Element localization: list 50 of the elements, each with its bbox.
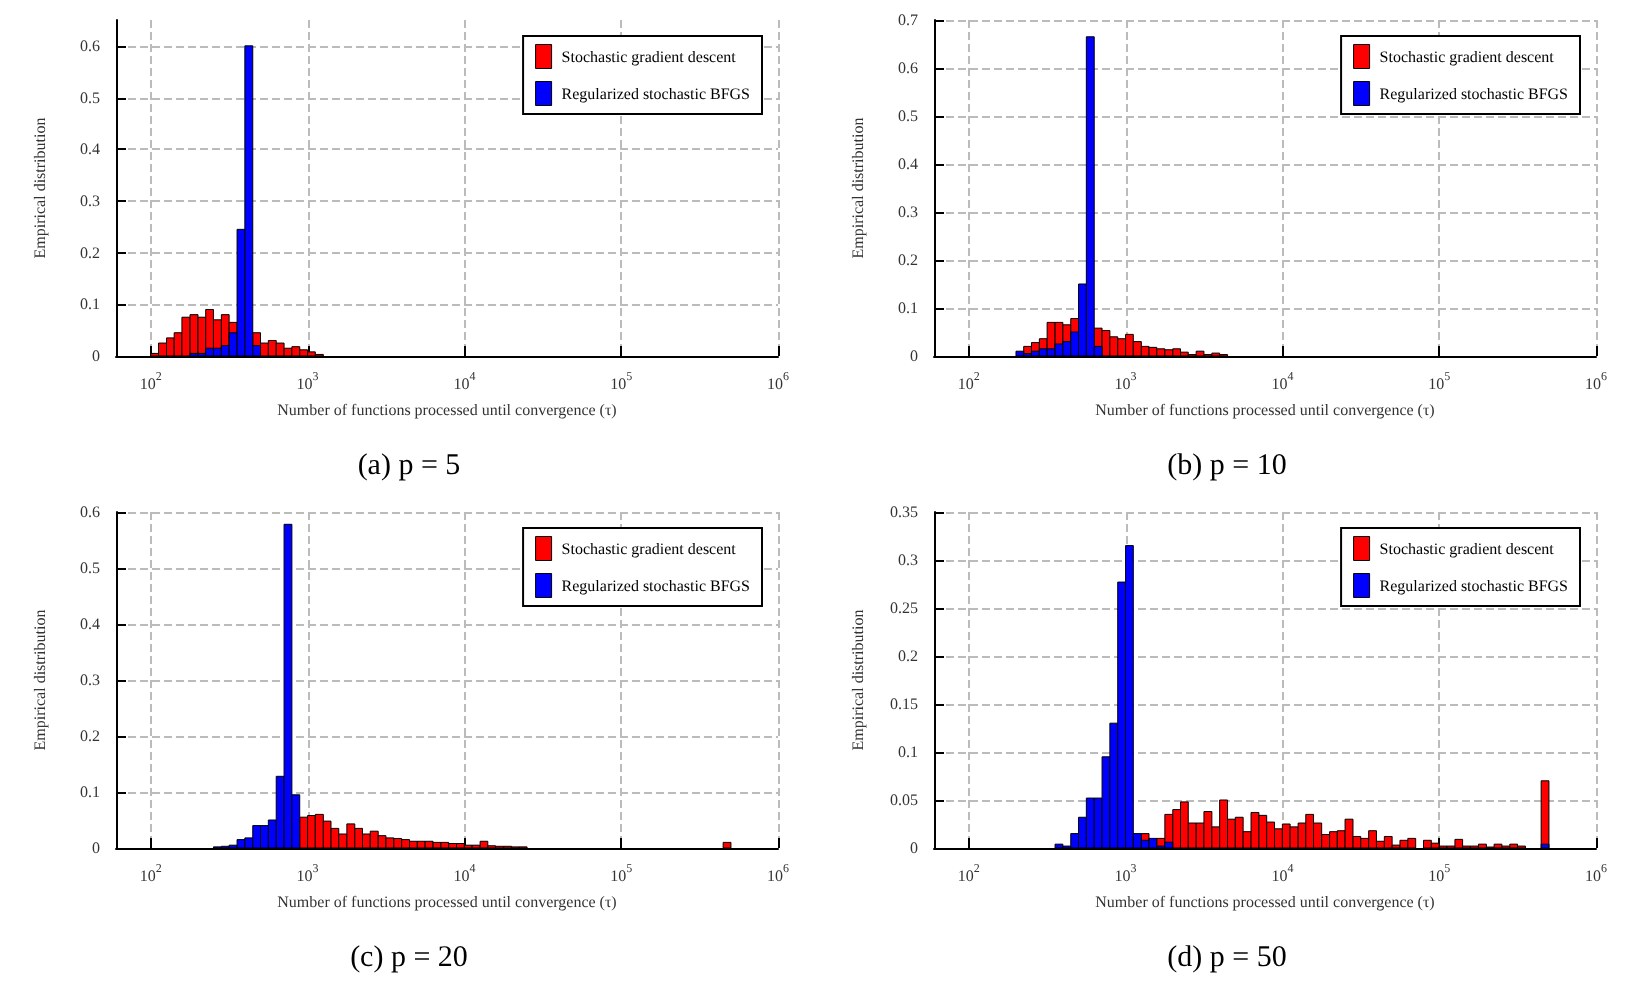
- legend-label: Stochastic gradient descent: [1379, 539, 1556, 558]
- text: (b) p = 10: [1165, 450, 1289, 484]
- y-tick-label: 0.05: [890, 791, 918, 809]
- y-tick-label: 0.25: [890, 599, 918, 617]
- legend-label: Regularized stochastic BFGS: [1379, 576, 1569, 595]
- y-tick-label: 0.4: [80, 615, 100, 633]
- x-axis-title: Number of functions processed until convergence (τ): [1095, 400, 1436, 419]
- y-axis-title: Empirical distribution: [849, 609, 867, 751]
- y-tick-label: 0: [910, 839, 918, 857]
- y-tick-label: 0.4: [80, 140, 100, 159]
- y-tick-label: 0.3: [898, 203, 918, 221]
- legend-label: Regularized stochastic BFGS: [1379, 84, 1569, 103]
- x-axis-title: Number of functions processed until convergence (τ): [1095, 892, 1436, 911]
- legend-label: Stochastic gradient descent: [1379, 47, 1556, 66]
- y-tick-label: 0.2: [80, 243, 100, 262]
- y-tick-label: 0.1: [898, 299, 918, 317]
- legend-label: Stochastic gradient descent: [561, 539, 738, 558]
- text: (a) p = 5: [355, 450, 463, 484]
- y-tick-label: 0.1: [80, 783, 100, 801]
- y-tick-label: 0.2: [80, 727, 100, 745]
- y-tick-label: 0.3: [80, 671, 100, 689]
- x-axis-title: Number of functions processed until convergence (τ): [277, 892, 618, 911]
- text: (c) p = 20: [348, 942, 470, 976]
- y-tick-label: 0.35: [890, 503, 918, 521]
- legend-label: Regularized stochastic BFGS: [561, 84, 751, 103]
- y-tick-label: 0.3: [898, 551, 918, 569]
- y-tick-label: 0.4: [898, 155, 918, 173]
- y-tick-label: 0.5: [80, 88, 100, 107]
- x-axis-title: Number of functions processed until convergence (τ): [277, 400, 618, 419]
- y-tick-label: 0.6: [80, 36, 100, 55]
- legend-label: Regularized stochastic BFGS: [561, 576, 751, 595]
- y-axis-title: Empirical distribution: [849, 117, 867, 259]
- text: (d) p = 50: [1165, 942, 1289, 976]
- y-tick-label: 0.7: [898, 11, 918, 29]
- y-tick-label: 0.5: [80, 559, 100, 577]
- y-tick-label: 0.15: [890, 695, 918, 713]
- y-tick-label: 0.2: [898, 647, 918, 665]
- y-tick-label: 0.1: [80, 295, 100, 314]
- y-tick-label: 0.6: [80, 503, 100, 521]
- y-tick-label: 0: [92, 839, 100, 857]
- y-tick-label: 0: [92, 347, 100, 365]
- y-tick-label: 0.1: [898, 743, 918, 761]
- y-tick-label: 0.2: [898, 251, 918, 269]
- y-axis-title: Empirical distribution: [31, 117, 49, 259]
- y-axis-title: Empirical distribution: [31, 609, 49, 751]
- legend-label: Stochastic gradient descent: [561, 47, 738, 66]
- y-tick-label: 0.6: [898, 59, 918, 77]
- y-tick-label: 0: [910, 347, 918, 365]
- y-tick-label: 0.3: [80, 191, 100, 210]
- y-tick-label: 0.5: [898, 107, 918, 125]
